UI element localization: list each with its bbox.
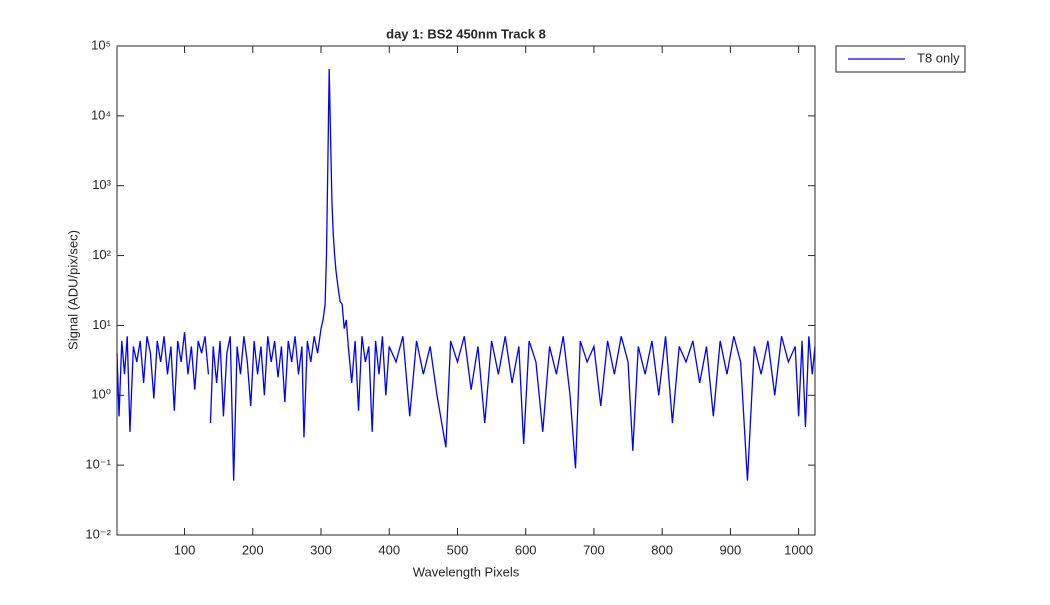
x-tick-label: 700	[583, 542, 605, 557]
y-tick-label: 10⁻¹	[85, 457, 111, 472]
y-tick-label: 10⁵	[91, 37, 111, 52]
y-tick-label: 10⁰	[91, 387, 111, 402]
x-tick-label: 500	[447, 542, 469, 557]
chart-title: day 1: BS2 450nm Track 8	[386, 26, 546, 41]
y-axis-label: Signal (ADU/pix/sec)	[65, 230, 80, 350]
x-tick-label: 100	[174, 542, 196, 557]
x-tick-label: 600	[515, 542, 537, 557]
y-tick-label: 10³	[92, 177, 111, 192]
y-tick-label: 10⁻²	[85, 526, 111, 541]
x-tick-label: 1000	[784, 542, 813, 557]
x-tick-label: 900	[720, 542, 742, 557]
plot-frame	[116, 45, 816, 536]
x-tick-label: 200	[242, 542, 264, 557]
legend-label: T8 only	[917, 50, 960, 65]
x-tick-label: 300	[310, 542, 332, 557]
y-tick-label: 10⁴	[91, 107, 111, 122]
y-tick-label: 10¹	[92, 317, 111, 332]
x-tick-label: 800	[651, 542, 673, 557]
x-tick-label: 400	[378, 542, 400, 557]
data-line	[116, 68, 816, 481]
x-axis-label: Wavelength Pixels	[413, 564, 520, 579]
y-tick-label: 10²	[92, 247, 111, 262]
